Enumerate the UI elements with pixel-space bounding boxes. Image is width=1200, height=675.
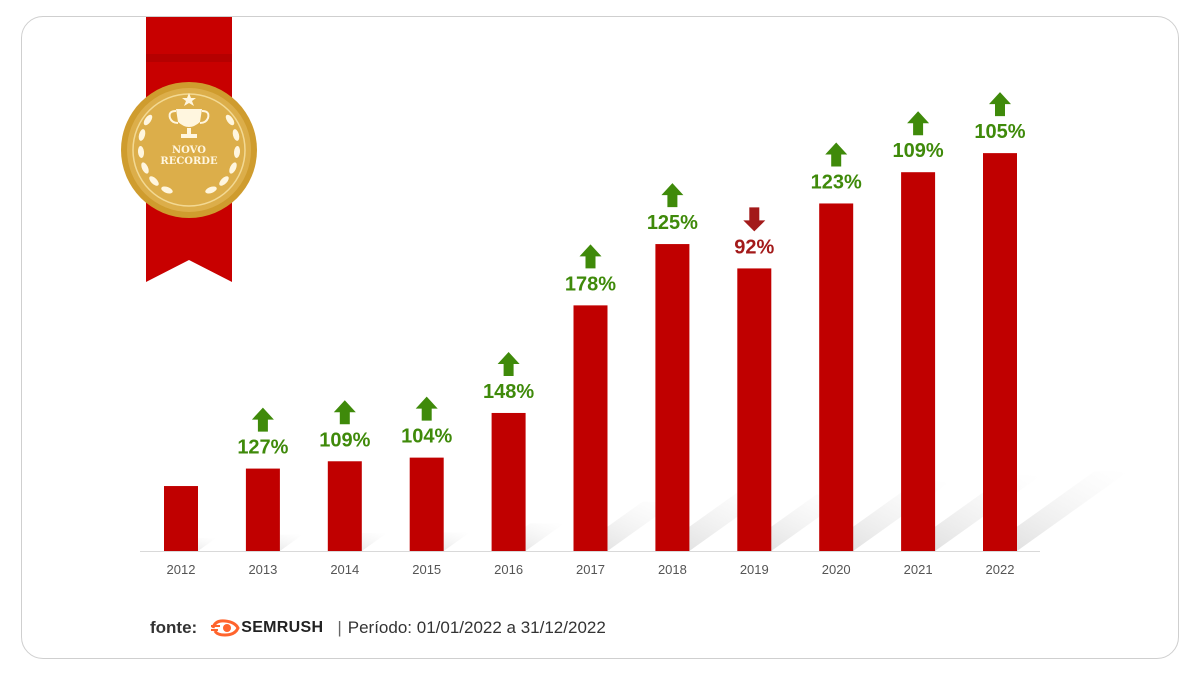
arrow-up-icon	[579, 244, 602, 269]
novo-recorde-badge: NOVO RECORDE	[121, 17, 257, 282]
growth-label: 104%	[401, 426, 452, 448]
bar-2020[interactable]	[819, 203, 854, 552]
growth-label: 105%	[974, 121, 1025, 143]
semrush-logo[interactable]: SEMRUSH	[211, 618, 323, 638]
x-tick-label: 2022	[986, 562, 1015, 577]
fonte-label: fonte:	[150, 618, 198, 637]
bar-shadow	[983, 471, 1129, 551]
arrow-down-icon	[743, 207, 766, 232]
badge-medal	[127, 88, 251, 212]
growth-arrows	[251, 92, 1011, 432]
arrow-up-icon	[497, 351, 520, 376]
bar-2013[interactable]	[245, 468, 280, 551]
arrow-up-icon	[989, 92, 1011, 117]
badge-ribbon-stripe	[146, 54, 232, 62]
bar-2017[interactable]	[573, 305, 608, 551]
growth-labels: 127% 109% 104% 148% 178% 125% 92% 123% 109% 105%	[237, 121, 1025, 458]
x-tick-labels: 2012 2013 2014 2015 2016 2017 2018 2019 2020 2021…	[167, 562, 1015, 577]
growth-label: 148%	[483, 381, 534, 403]
x-tick-label: 2017	[576, 562, 605, 577]
growth-label: 127%	[237, 437, 288, 459]
bar-2022[interactable]	[983, 153, 1017, 551]
bar-2012[interactable]	[164, 486, 198, 551]
growth-label: 178%	[565, 273, 616, 295]
periodo-text: Período: 01/01/2022 a 31/12/2022	[347, 618, 606, 637]
x-tick-label: 2015	[412, 562, 441, 577]
bar-2021[interactable]	[901, 172, 936, 551]
x-tick-label: 2021	[904, 562, 933, 577]
arrow-up-icon	[907, 111, 930, 136]
footer-separator: |	[337, 618, 342, 637]
growth-label: 109%	[893, 140, 944, 162]
growth-label: 123%	[811, 171, 862, 193]
x-tick-label: 2014	[330, 562, 359, 577]
semrush-fire-icon	[211, 619, 240, 637]
x-tick-label: 2012	[167, 562, 196, 577]
growth-label: 92%	[734, 236, 774, 258]
arrow-up-icon	[415, 396, 438, 421]
bar-2016[interactable]	[491, 412, 526, 551]
arrow-up-icon	[333, 400, 356, 425]
x-tick-label: 2016	[494, 562, 523, 577]
semrush-brand: SEMRUSH	[241, 619, 324, 636]
star-icon	[182, 93, 196, 106]
arrow-up-icon	[251, 407, 274, 432]
x-tick-label: 2018	[658, 562, 687, 577]
bar-2014[interactable]	[327, 461, 362, 551]
x-tick-label: 2013	[248, 562, 277, 577]
x-tick-label: 2020	[822, 562, 851, 577]
arrow-up-icon	[661, 183, 684, 208]
bar-2018[interactable]	[655, 244, 690, 551]
badge-line1: NOVO	[172, 145, 206, 156]
x-tick-label: 2019	[740, 562, 769, 577]
growth-label: 109%	[319, 429, 370, 451]
bar-2019[interactable]	[737, 268, 772, 551]
laurel-wreath-icon	[137, 114, 241, 194]
growth-label: 125%	[647, 212, 698, 234]
arrow-up-icon	[825, 142, 848, 167]
badge-line2: RECORDE	[160, 156, 218, 167]
source-footer: fonte: SEMRUSH | Período: 01/01/2022 a 3…	[150, 616, 606, 640]
bar-2015[interactable]	[409, 457, 444, 551]
bars	[164, 153, 1017, 552]
trophy-icon	[168, 109, 210, 138]
